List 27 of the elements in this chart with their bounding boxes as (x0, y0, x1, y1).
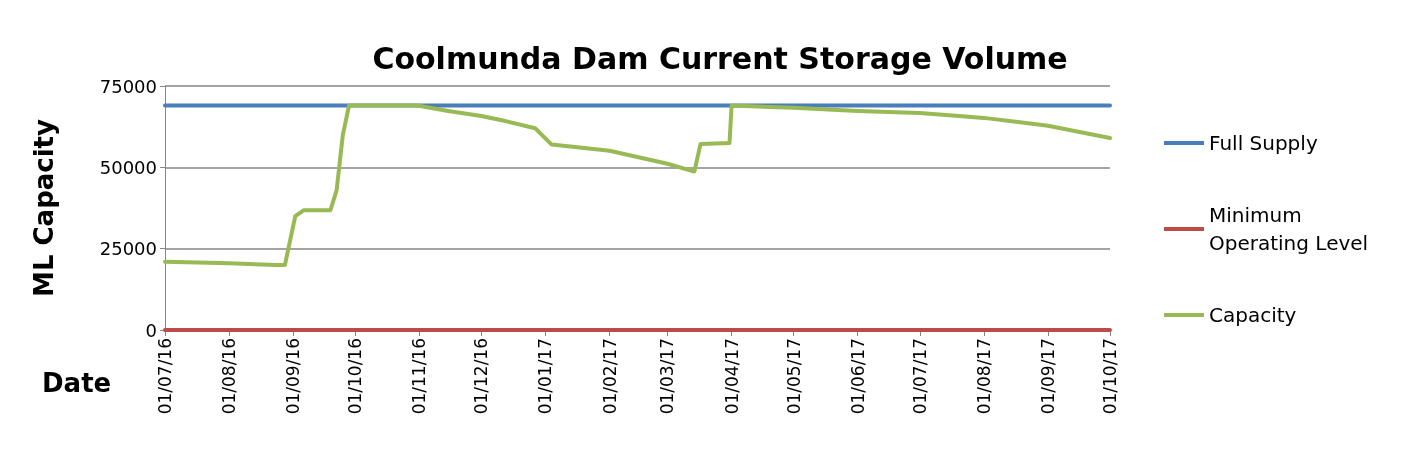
x-tick-label: 01/08/17 (973, 338, 994, 415)
x-tick-label: 01/08/16 (219, 338, 240, 415)
legend-label: Capacity (1209, 303, 1297, 327)
x-tick-label: 01/05/17 (783, 338, 804, 415)
x-tick-label: 01/11/16 (409, 338, 430, 415)
legend-label: Minimum Operating Level (1209, 203, 1369, 255)
x-tick-label: 01/10/17 (1100, 338, 1120, 415)
legend-label: Full Supply (1209, 131, 1318, 155)
x-axis-title: Date (42, 368, 112, 398)
x-tick-label: 01/03/17 (657, 338, 678, 415)
x-tick-label: 01/07/16 (155, 338, 175, 415)
x-tick-label: 01/02/17 (599, 338, 620, 415)
y-tick-label: 0 (145, 319, 157, 341)
y-tick-label: 75000 (99, 75, 157, 97)
x-tick-label: 01/09/17 (1037, 338, 1058, 415)
x-tick-label: 01/12/16 (471, 338, 492, 415)
y-tick-label: 50000 (99, 156, 157, 178)
x-tick-label: 01/10/16 (345, 338, 366, 415)
x-tick-label: 01/01/17 (535, 338, 556, 415)
x-tick-label: 01/07/17 (909, 338, 930, 415)
y-axis-title: ML Capacity (29, 118, 59, 297)
x-tick-label: 01/04/17 (721, 338, 742, 415)
y-tick-label: 25000 (99, 238, 157, 260)
chart-title: Coolmunda Dam Current Storage Volume (372, 40, 1068, 76)
line-series (163, 103, 1112, 267)
x-tick-label: 01/06/17 (847, 338, 868, 415)
x-tick-label: 01/09/16 (283, 338, 304, 415)
